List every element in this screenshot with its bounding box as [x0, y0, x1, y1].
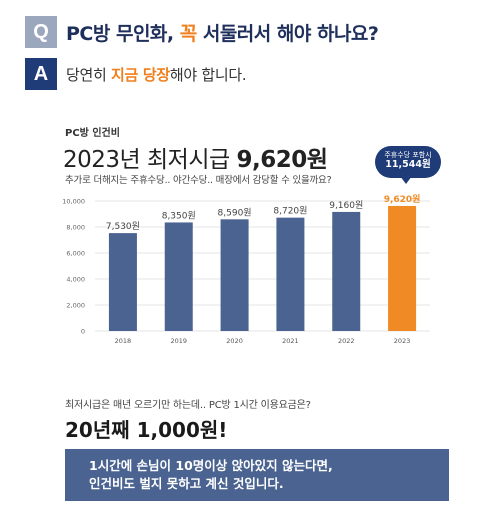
callout-tail	[400, 176, 412, 184]
bar-value-label: 8,350원	[162, 210, 196, 221]
bar-value-label: 8,590원	[218, 207, 252, 218]
section-label: PC방 인건비	[65, 128, 120, 139]
answer-highlight: 지금 당장	[110, 66, 170, 84]
bottom-answer: 20년째 1,000원!	[65, 418, 228, 442]
x-tick-label: 2018	[115, 337, 132, 345]
callout-line1: 주휴수당 포함시	[384, 151, 432, 159]
chart-description: 추가로 더해지는 주휴수당.. 야간수당.. 매장에서 감당할 수 있을까요?	[65, 175, 332, 186]
banner-line2: 인건비도 벌지 못하고 계신 것입니다.	[89, 476, 284, 491]
bar	[388, 205, 417, 331]
q-badge: Q	[25, 16, 57, 48]
bar	[332, 211, 361, 331]
message-banner: 1시간에 손님이 10명이상 앉아있지 않는다면, 인건비도 벌지 못하고 계신…	[65, 449, 449, 501]
answer-text: 당연히 지금 당장해야 합니다.	[66, 64, 247, 85]
bar	[108, 233, 137, 331]
a-badge: A	[25, 58, 57, 90]
chart-title-prefix: 2023년 최저시급	[63, 147, 237, 173]
answer-part-2: 해야 합니다.	[169, 66, 247, 84]
question-part-1: PC방 무인화,	[66, 23, 180, 45]
y-tick-label: 2,000	[66, 302, 85, 310]
bar	[276, 217, 305, 331]
y-tick-label: 10,000	[62, 198, 85, 206]
y-tick-label: 0	[81, 328, 85, 336]
minimum-wage-bar-chart: 0 2,000 4,000 6,000 8,000 10,000 7,530원 2018 8,3…	[62, 193, 430, 345]
callout-line2: 11,544원	[385, 159, 431, 171]
chart-title: 2023년 최저시급 9,620원	[63, 140, 328, 174]
question-part-2: 서둘러서 해야 하나요?	[196, 23, 379, 45]
bottom-question: 최저시급은 매년 오르기만 하는데.. PC방 1시간 이용요금은?	[65, 400, 311, 411]
question-text: PC방 무인화, 꼭 서둘러서 해야 하나요?	[66, 19, 379, 46]
y-tick-label: 8,000	[66, 224, 85, 232]
y-tick-label: 4,000	[66, 276, 85, 284]
bar-value-label: 7,530원	[106, 221, 140, 232]
bar	[164, 222, 193, 331]
chart-title-value: 9,620원	[236, 147, 328, 173]
y-tick-label: 6,000	[66, 250, 85, 258]
bar-value-label: 8,720원	[273, 206, 307, 217]
banner-line1: 1시간에 손님이 10명이상 앉아있지 않는다면,	[89, 457, 333, 473]
question-highlight: 꼭	[179, 23, 197, 45]
x-tick-label: 2020	[226, 337, 243, 345]
x-tick-label: 2023	[394, 337, 411, 345]
x-tick-label: 2019	[170, 337, 187, 345]
x-tick-label: 2021	[282, 337, 299, 345]
bar	[220, 219, 249, 331]
x-tick-label: 2022	[338, 337, 355, 345]
bar-value-label: 9,160원	[329, 200, 363, 211]
bar-value-label: 9,620원	[384, 193, 421, 205]
callout-bubble: 주휴수당 포함시 11,544원	[375, 146, 441, 178]
answer-part-1: 당연히	[66, 66, 111, 84]
